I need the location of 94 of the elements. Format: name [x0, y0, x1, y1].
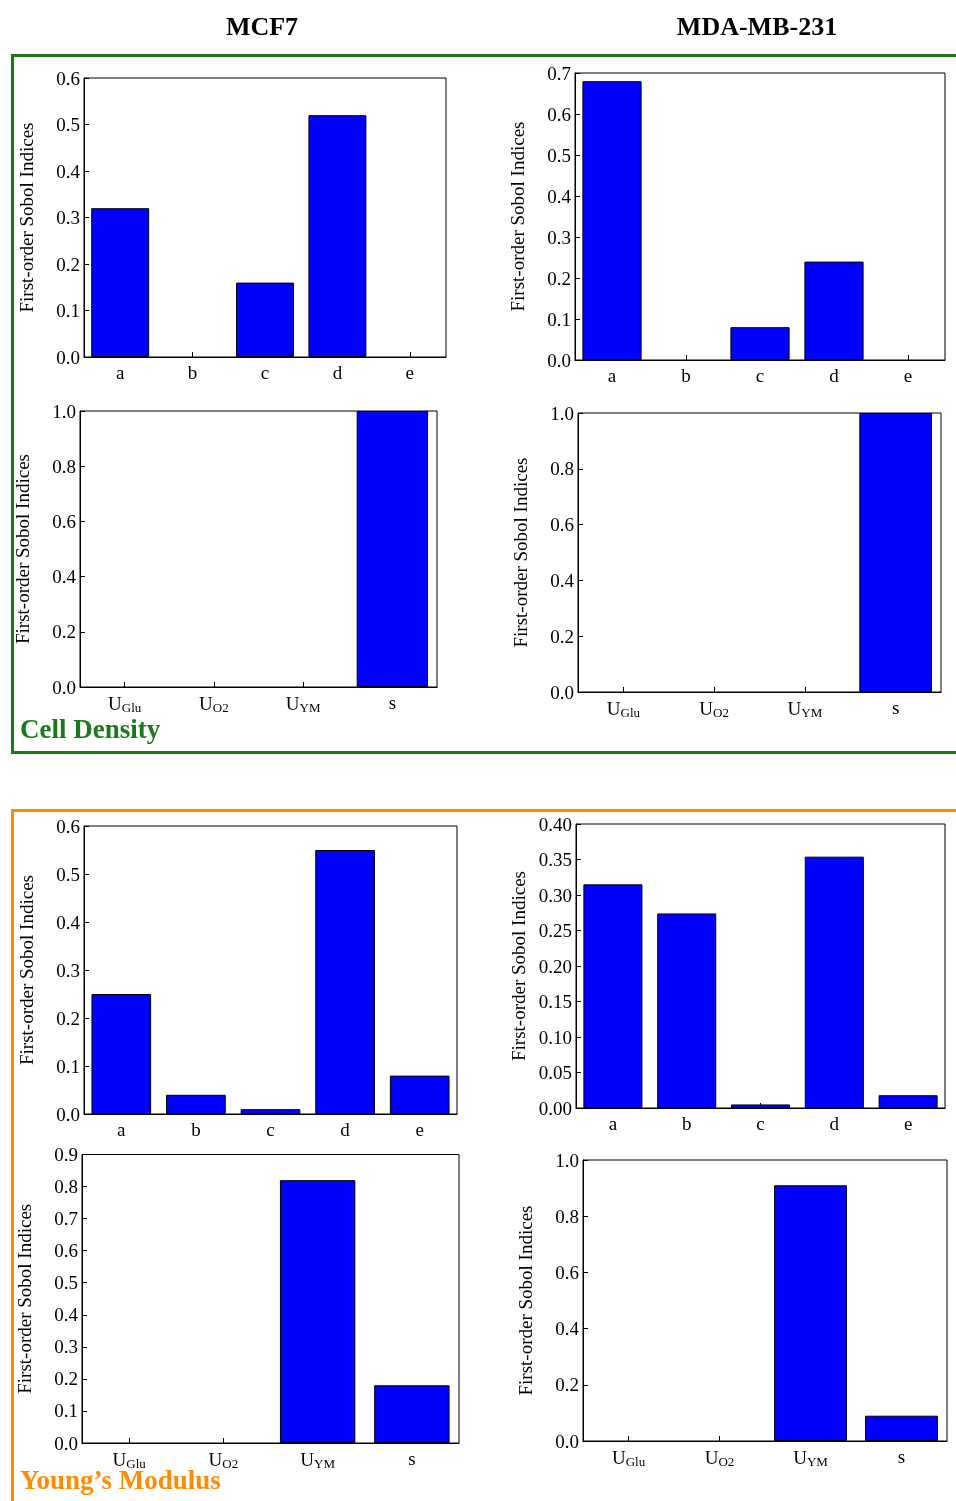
y-axis-title: First-order Sobol Indices	[16, 875, 37, 1065]
x-tick-label: s	[408, 1448, 416, 1469]
y-axis-title: First-order Sobol Indices	[515, 1205, 536, 1396]
x-tick-label: e	[903, 365, 913, 386]
y-tick-label: 0.5	[56, 114, 80, 135]
y-tick-label: 0.2	[56, 253, 80, 275]
y-tick-label: 0.6	[56, 67, 80, 89]
y-tick-label: 1.0	[550, 402, 574, 424]
x-tick-label: d	[829, 365, 840, 386]
y-tick-label: 0.4	[54, 1304, 79, 1326]
y-tick-label: 0.6	[555, 1261, 579, 1283]
y-tick-label: 0.35	[538, 849, 572, 870]
y-tick-label: 0.2	[547, 267, 571, 289]
y-tick-label: 0.6	[550, 514, 574, 536]
y-tick-label: 0.2	[52, 621, 76, 643]
y-axis-title: First-order Sobol Indices	[510, 457, 531, 648]
y-tick-label: 0.15	[538, 991, 572, 1012]
y-tick-label: 0.0	[56, 346, 80, 368]
y-tick-label: 0.2	[555, 1374, 579, 1396]
y-tick-label: 0.1	[54, 1400, 78, 1422]
y-tick-label: 0.0	[555, 1430, 579, 1452]
y-tick-label: 0.00	[538, 1097, 572, 1119]
y-tick-label: 0.6	[547, 103, 571, 125]
x-tick-label: a	[608, 1113, 618, 1134]
y-tick-label: 0.3	[56, 959, 80, 981]
x-tick-label: s	[388, 692, 397, 713]
y-tick-label: 0.3	[56, 207, 80, 228]
y-tick-label: 0.4	[56, 160, 81, 182]
y-tick-label: 0.4	[547, 185, 572, 207]
text: Cell Density	[20, 713, 161, 744]
x-tick-label: e	[903, 1113, 913, 1134]
y-tick-label: 0.4	[555, 1318, 580, 1340]
x-tick-label: c	[260, 362, 270, 383]
y-tick-label: 0.3	[54, 1336, 78, 1358]
y-tick-label: 0.2	[56, 1007, 80, 1029]
y-tick-label: 0.30	[538, 884, 572, 906]
x-tick-label: d	[829, 1113, 840, 1134]
x-tick-label: c	[755, 365, 765, 386]
y-tick-label: 1.0	[555, 1149, 579, 1171]
y-axis-title: First-order Sobol Indices	[507, 121, 528, 312]
y-tick-label: 0.6	[52, 510, 76, 532]
y-tick-label: 0.6	[54, 1240, 78, 1262]
y-tick-label: 0.4	[56, 911, 81, 933]
y-tick-label: 0.4	[550, 569, 575, 591]
y-tick-label: 0.8	[54, 1176, 78, 1198]
y-tick-label: 0.5	[547, 144, 571, 166]
y-tick-label: 0.1	[56, 1055, 80, 1077]
y-tick-label: 0.4	[52, 566, 77, 588]
y-tick-label: 1.0	[52, 400, 76, 422]
x-tick-label: a	[115, 362, 125, 383]
y-tick-label: 0.5	[54, 1272, 78, 1294]
y-tick-label: 0.2	[550, 625, 574, 647]
y-axis-title: First-order Sobol Indices	[14, 1203, 35, 1394]
y-tick-label: 0.8	[550, 458, 574, 480]
chart-title: MCF7	[225, 11, 299, 41]
y-tick-label: 0.0	[52, 676, 76, 698]
y-tick-label: 0.0	[550, 681, 574, 703]
y-axis-title: First-order Sobol Indices	[12, 454, 33, 644]
x-tick-label: b	[681, 365, 691, 386]
y-tick-label: 0.10	[538, 1026, 572, 1048]
y-tick-label: 0.3	[547, 226, 571, 248]
y-tick-label: 0.8	[555, 1205, 579, 1227]
y-axis-title: First-order Sobol Indices	[16, 122, 37, 313]
x-tick-label: s	[897, 1446, 906, 1467]
y-tick-label: 0.40	[538, 813, 572, 835]
y-tick-label: 0.1	[547, 308, 571, 330]
y-tick-label: 0.0	[547, 349, 571, 371]
y-tick-label: 0.1	[56, 300, 80, 321]
x-tick-label: b	[191, 1119, 201, 1140]
x-tick-label: c	[756, 1113, 765, 1134]
y-tick-label: 0.25	[538, 920, 572, 941]
y-tick-label: 0.2	[54, 1368, 78, 1390]
x-tick-label: c	[266, 1119, 275, 1140]
y-tick-label: 0.0	[56, 1103, 80, 1125]
x-tick-label: d	[340, 1119, 351, 1140]
y-tick-label: 0.0	[54, 1432, 78, 1454]
y-tick-label: 0.20	[538, 955, 572, 977]
x-tick-label: a	[117, 1119, 127, 1140]
y-tick-label: 0.9	[54, 1144, 78, 1165]
x-tick-label: a	[607, 365, 617, 386]
x-tick-label: s	[891, 697, 900, 718]
y-tick-label: 0.7	[547, 62, 571, 84]
x-tick-label: b	[681, 1113, 692, 1134]
chart-title: MDA-MB-231	[676, 11, 838, 41]
y-tick-label: 0.6	[56, 815, 80, 837]
y-axis-title: First-order Sobol Indices	[507, 871, 529, 1061]
y-tick-label: 0.7	[54, 1208, 78, 1230]
x-tick-label: d	[332, 362, 343, 383]
y-tick-label: 0.05	[538, 1062, 572, 1083]
x-tick-label: e	[405, 362, 415, 383]
x-tick-label: b	[187, 362, 198, 383]
x-tick-label: e	[415, 1119, 424, 1140]
y-tick-label: 0.5	[56, 863, 80, 885]
y-tick-label: 0.8	[52, 455, 76, 477]
